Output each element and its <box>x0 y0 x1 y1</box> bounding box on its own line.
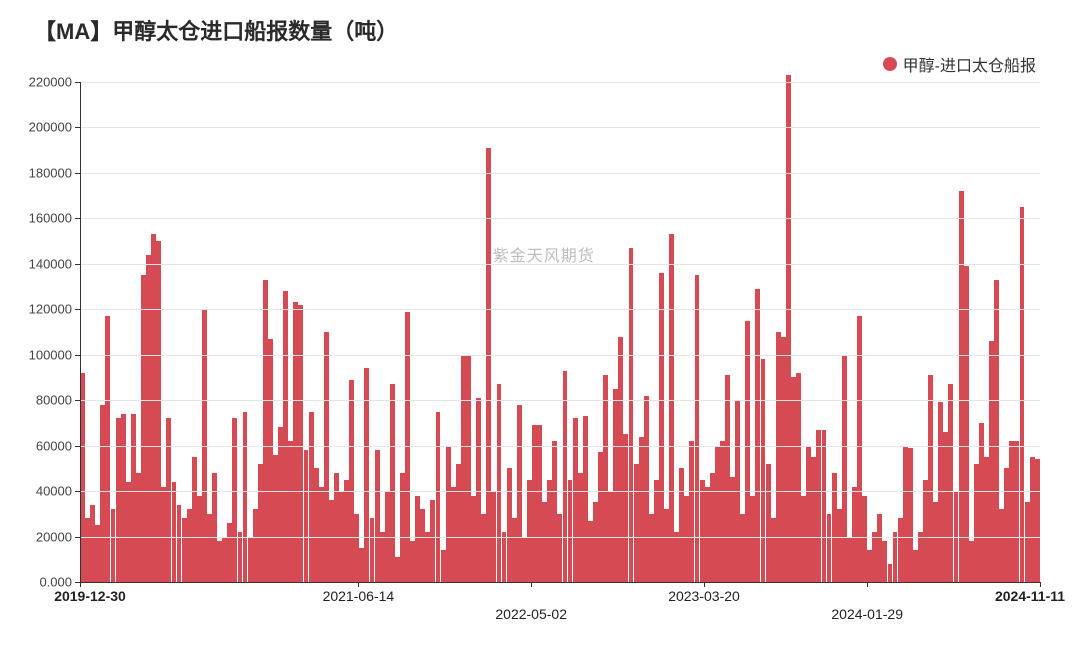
ytick-label: 100000 <box>29 347 80 362</box>
x-tick-label: 2023-03-20 <box>668 588 740 604</box>
ytick-label: 120000 <box>29 302 80 317</box>
legend: 甲醇-进口太仓船报 <box>883 52 1036 76</box>
ytick-label: 160000 <box>29 211 80 226</box>
ytick-label: 60000 <box>36 438 80 453</box>
x-axis-line <box>80 582 1040 583</box>
bar <box>669 234 674 582</box>
x-tick-label: 2024-11-11 <box>995 588 1065 604</box>
ytick-label: 0.000 <box>39 575 80 590</box>
ytick-label: 20000 <box>36 529 80 544</box>
legend-label: 甲醇-进口太仓船报 <box>903 52 1036 76</box>
x-axis-labels: 2019-12-302021-06-142022-05-022023-03-20… <box>80 582 1040 622</box>
x-tick-label: 2021-06-14 <box>323 588 395 604</box>
gridline <box>80 218 1040 219</box>
ytick-label: 140000 <box>29 256 80 271</box>
x-tick-label: 2022-05-02 <box>495 606 567 622</box>
ytick-label: 200000 <box>29 120 80 135</box>
bar <box>390 384 395 582</box>
gridline <box>80 355 1040 356</box>
bar <box>964 266 969 582</box>
y-axis-line <box>80 82 81 582</box>
gridline <box>80 491 1040 492</box>
gridline <box>80 82 1040 83</box>
gridline <box>80 446 1040 447</box>
gridline <box>80 309 1040 310</box>
gridline <box>80 264 1040 265</box>
x-tick-label: 2024-01-29 <box>831 606 903 622</box>
plot-area: 紫金天风期货 2019-12-302021-06-142022-05-02202… <box>80 82 1040 582</box>
gridline <box>80 127 1040 128</box>
bar <box>1035 459 1040 582</box>
x-tick-label: 2019-12-30 <box>54 588 126 604</box>
gridline <box>80 537 1040 538</box>
legend-swatch-icon <box>883 57 897 71</box>
gridline <box>80 173 1040 174</box>
x-tick-mark <box>1040 582 1041 587</box>
ytick-label: 40000 <box>36 484 80 499</box>
chart-title: 【MA】甲醇太仓进口船报数量（吨） <box>34 14 398 46</box>
gridline <box>80 400 1040 401</box>
ytick-label: 80000 <box>36 393 80 408</box>
ytick-label: 180000 <box>29 165 80 180</box>
bar-series <box>80 82 1040 582</box>
ytick-label: 220000 <box>29 75 80 90</box>
